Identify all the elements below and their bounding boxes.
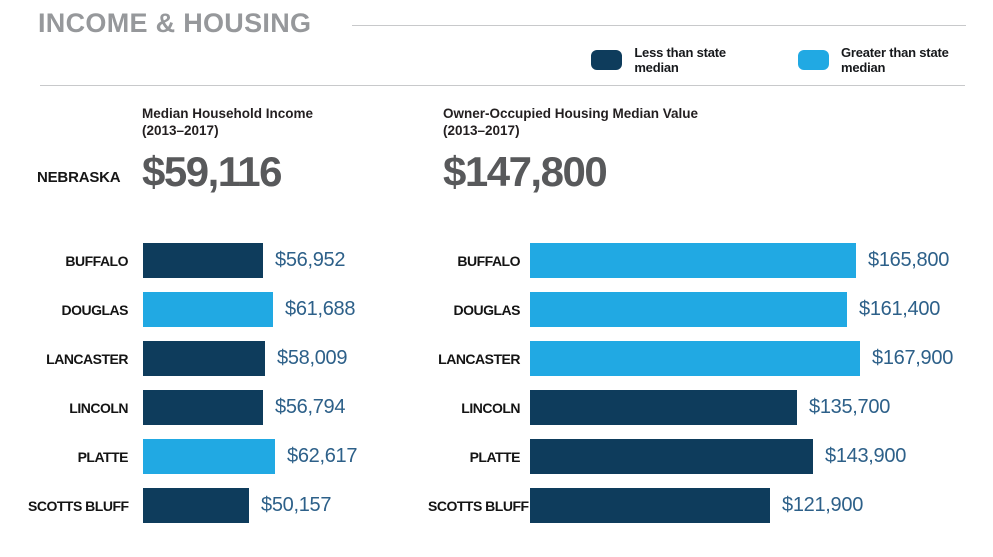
income-column-header: Median Household Income (2013–2017)	[142, 105, 313, 139]
state-name-label: NEBRASKA	[37, 169, 121, 186]
housing-column-header: Owner-Occupied Housing Median Value (201…	[443, 105, 698, 139]
county-label: LANCASTER	[46, 350, 128, 367]
bar-row: BUFFALO $165,800	[428, 243, 953, 278]
bar	[530, 243, 856, 278]
bar-value: $50,157	[261, 494, 332, 516]
chart-legend: Less than state median Greater than stat…	[591, 45, 993, 75]
bar	[143, 488, 249, 523]
bar-row: LANCASTER $167,900	[428, 341, 953, 376]
bar-row: SCOTTS BLUFF $50,157	[28, 488, 357, 523]
county-label: BUFFALO	[457, 252, 520, 269]
county-label: SCOTTS BLUFF	[428, 497, 529, 514]
county-label: LANCASTER	[438, 350, 520, 367]
state-income-stat: Median Household Income (2013–2017) $59,…	[142, 105, 313, 193]
county-label: LINCOLN	[461, 399, 520, 416]
county-label: LINCOLN	[69, 399, 128, 416]
county-label: SCOTTS BLUFF	[28, 497, 129, 514]
county-label: PLATTE	[469, 448, 521, 465]
income-header-line2: (2013–2017)	[142, 123, 219, 138]
bar-row: DOUGLAS $161,400	[428, 292, 953, 327]
bar-value: $58,009	[277, 347, 348, 369]
legend-item-less: Less than state median	[591, 45, 771, 75]
bar-value: $56,952	[275, 249, 346, 271]
county-label: PLATTE	[77, 448, 129, 465]
legend-item-greater: Greater than state median	[797, 45, 993, 75]
bar-value: $61,688	[285, 298, 356, 320]
bar-value: $167,900	[872, 347, 954, 369]
bar	[530, 292, 847, 327]
bar	[530, 488, 770, 523]
bar-row: BUFFALO $56,952	[28, 243, 357, 278]
bar	[530, 439, 813, 474]
bar	[143, 341, 265, 376]
bar	[530, 341, 860, 376]
county-label: DOUGLAS	[453, 301, 521, 318]
bar-value: $62,617	[287, 445, 358, 467]
housing-bar-chart: BUFFALO $165,800 DOUGLAS $161,400 LANCASTER $…	[428, 243, 953, 537]
bar	[143, 439, 275, 474]
bar-row: PLATTE $62,617	[28, 439, 358, 474]
income-bar-chart: BUFFALO $56,952 DOUGLAS $61,688 LANCASTER $58…	[28, 243, 358, 537]
bar-row: PLATTE $143,900	[428, 439, 953, 474]
housing-header-line1: Owner-Occupied Housing Median Value	[443, 106, 699, 121]
legend-label-greater: Greater than state median	[840, 45, 949, 75]
bar	[143, 292, 273, 327]
bar-row: LANCASTER $58,009	[28, 341, 357, 376]
bar-value: $165,800	[868, 249, 950, 271]
page-title: INCOME & HOUSING	[38, 8, 312, 38]
bar-row: LINCOLN $135,700	[428, 390, 953, 425]
legend-label-less: Less than state median	[634, 45, 726, 75]
bar	[530, 390, 797, 425]
bar-value: $135,700	[809, 396, 891, 418]
state-income-value: $59,116	[142, 148, 283, 195]
bar-value: $56,794	[275, 396, 346, 418]
housing-header-line2: (2013–2017)	[443, 123, 520, 138]
bar-row: DOUGLAS $61,688	[28, 292, 357, 327]
bar-row: SCOTTS BLUFF $121,900	[428, 488, 953, 523]
bar-value: $161,400	[859, 298, 941, 320]
state-housing-value: $147,800	[443, 148, 608, 195]
state-housing-stat: Owner-Occupied Housing Median Value (201…	[443, 105, 698, 193]
legend-swatch-greater-icon	[797, 50, 829, 70]
bar	[143, 390, 263, 425]
bar	[143, 243, 263, 278]
county-label: DOUGLAS	[61, 301, 129, 318]
income-header-line1: Median Household Income	[142, 106, 314, 121]
bar-value: $143,900	[825, 445, 907, 467]
bar-value: $121,900	[782, 494, 864, 516]
bar-row: LINCOLN $56,794	[28, 390, 357, 425]
county-label: BUFFALO	[65, 252, 128, 269]
title-rule	[352, 25, 966, 26]
legend-swatch-less-icon	[591, 50, 623, 70]
header-divider	[40, 85, 965, 86]
